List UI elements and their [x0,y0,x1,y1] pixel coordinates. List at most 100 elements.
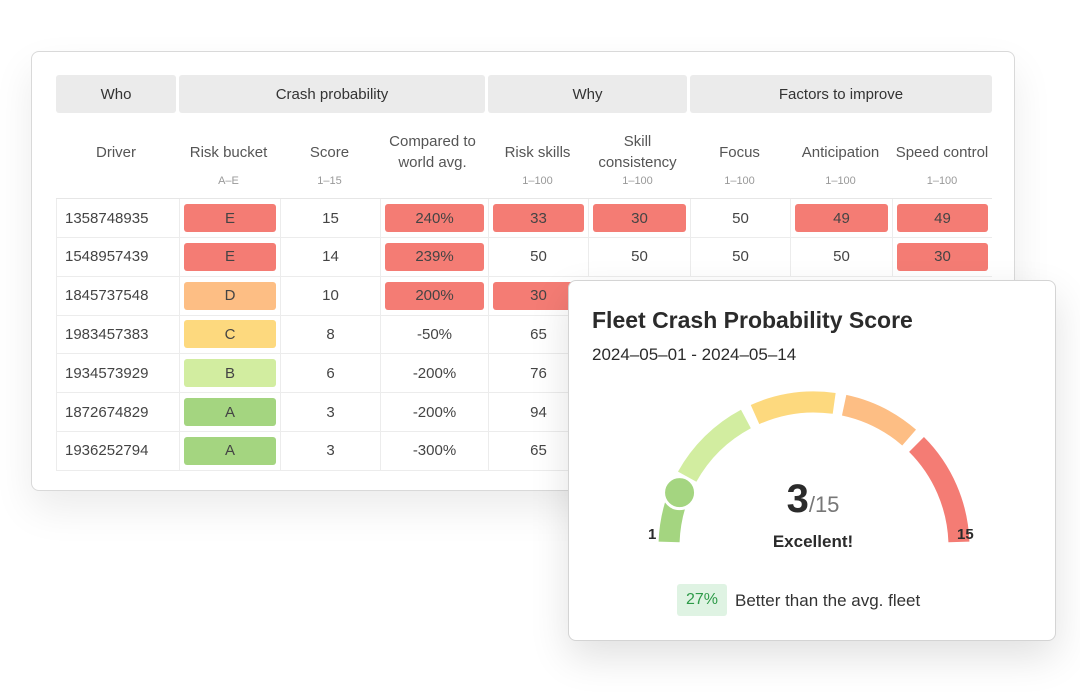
value-chip: A [184,398,276,426]
cell-score: 10 [280,276,380,315]
cell-value: 3 [326,403,335,421]
cell-score: 8 [280,315,380,354]
cell-value: A [224,403,235,421]
table-row[interactable]: 1872674829 A 3 -200% 94 [56,393,992,432]
cell-value: 50 [631,248,648,266]
col-sub-anticipation: 1–100 [825,175,856,187]
cell-bucket: A [179,393,280,431]
cell-value: 50 [833,248,850,266]
gauge-segment-5 [908,437,970,543]
cell-value: -200% [412,403,457,421]
col-header-speed-control[interactable]: Speed control [895,143,989,161]
cell-driver: 1934573929 [56,354,179,393]
group-header-crash-probability: Crash probability [179,75,485,113]
cell-compared: 240% [380,199,488,237]
cell-value: 50 [732,248,749,266]
fleet-score-card: Fleet Crash Probability Score 2024–05–01… [568,280,1056,641]
gauge-marker-icon [662,475,698,511]
table-row[interactable]: 1983457383 C 8 -50% 65 [56,315,992,355]
col-header-risk-bucket[interactable]: Risk bucket [189,143,268,161]
cell-speed-control: 30 [892,237,992,276]
table-row[interactable]: 1934573929 B 6 -200% 76 [56,354,992,394]
cell-risk-skills: 65 [488,431,588,470]
cell-driver: 1845737548 [56,276,179,315]
group-header-who: Who [56,75,176,113]
table-row[interactable]: 1358748935 E 15 240% 33 30 50 49 49 [56,199,992,238]
col-sub-skill-consistency: 1–100 [622,175,653,187]
cell-value: 1872674829 [65,403,149,421]
col-sub-focus: 1–100 [724,175,755,187]
cell-value: 33 [530,209,547,227]
group-header-why: Why [488,75,687,113]
value-chip: E [184,242,276,271]
cell-compared: 200% [380,276,488,315]
cell-value: 76 [530,364,547,382]
table-row[interactable]: 1845737548 D 10 200% 30 [56,276,992,316]
col-header-anticipation[interactable]: Anticipation [801,143,880,161]
col-header-skill-consistency[interactable]: Skill consistency [598,133,677,171]
cell-value: 239% [415,248,454,266]
cell-focus: 50 [690,237,790,276]
gauge-max-label: 15 [957,526,974,543]
cell-score: 14 [280,237,380,276]
cell-value: 200% [415,287,454,305]
gauge-min-label: 1 [648,526,657,543]
col-header-focus[interactable]: Focus [719,143,760,161]
cell-value: -300% [412,442,457,460]
cell-value: 1934573929 [65,364,149,382]
cell-value: 94 [530,403,547,421]
cell-value: D [224,287,236,305]
col-header-score[interactable]: Score [309,143,350,161]
value-chip: 49 [795,204,888,232]
cell-value: 30 [934,248,951,266]
col-sub-speed-control: 1–100 [926,175,958,187]
table-row[interactable]: 1548957439 E 14 239% 50 50 50 50 30 [56,237,992,277]
cell-score: 3 [280,431,380,470]
score-value: 3 [786,477,809,521]
col-header-risk-skills[interactable]: Risk skills [504,143,571,161]
cell-risk-skills: 94 [488,393,588,431]
date-range: 2024–05–01 - 2024–05–14 [592,345,797,364]
gauge-segment-3 [750,391,836,425]
cell-value: 49 [833,209,850,227]
cell-bucket: E [179,199,280,237]
comparison-text: Better than the avg. fleet [735,591,921,610]
value-chip: B [184,359,276,388]
cell-value: 1845737548 [65,287,149,305]
cell-compared: -200% [380,393,488,431]
value-chip: D [184,281,276,310]
value-chip: 30 [593,204,686,232]
cell-driver: 1548957439 [56,237,179,276]
cell-risk-skills: 33 [488,199,588,237]
driver-risk-table: Who Crash probability Why Factors to imp… [31,51,1015,491]
cell-skill-consistency: 50 [588,237,690,276]
cell-value: 1936252794 [65,442,149,460]
cell-value: 240% [415,209,454,227]
cell-value: A [224,442,235,460]
table-row[interactable]: 1936252794 A 3 -300% 65 [56,431,992,471]
cell-skill-consistency: 30 [588,199,690,237]
cell-driver: 1983457383 [56,315,179,354]
group-header-factors: Factors to improve [690,75,992,113]
col-header-compared[interactable]: Compared to world avg. [389,133,476,171]
col-sub-risk-skills: 1–100 [522,175,553,187]
cell-value: 65 [530,325,547,343]
value-chip: 200% [385,281,484,310]
cell-value: 15 [322,209,339,227]
value-chip: E [184,204,276,232]
gauge-segment-4 [841,394,917,446]
cell-bucket: D [179,276,280,315]
cell-bucket: C [179,315,280,354]
cell-bucket: E [179,237,280,276]
cell-anticipation: 50 [790,237,892,276]
gauge-segment-2 [677,409,752,483]
value-chip: A [184,436,276,465]
col-header-driver[interactable]: Driver [96,143,136,161]
score-max: /15 [808,492,840,517]
gauge-chart [658,391,970,543]
cell-value: 14 [322,248,339,266]
value-chip: 30 [897,242,988,271]
value-chip: C [184,320,276,349]
cell-value: 49 [934,209,951,227]
cell-driver: 1936252794 [56,431,179,470]
